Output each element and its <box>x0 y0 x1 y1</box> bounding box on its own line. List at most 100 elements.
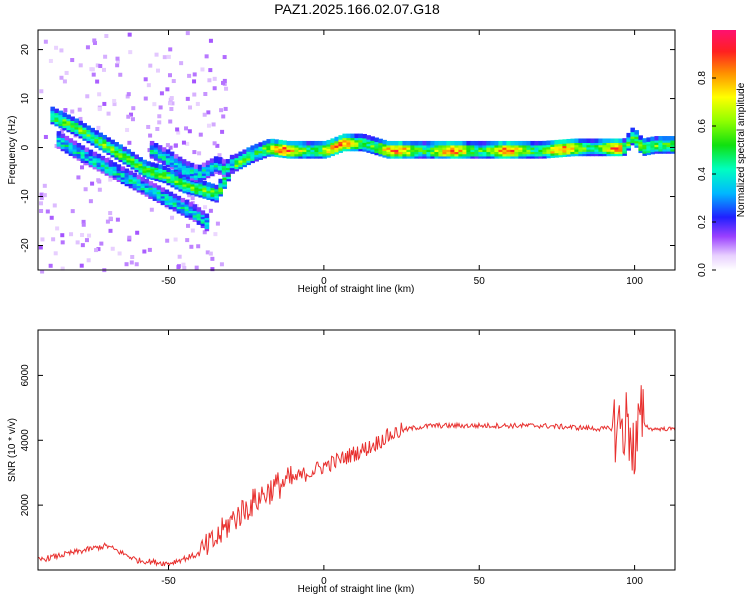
heatmap-cell <box>670 136 675 141</box>
heatmap-cell <box>75 240 80 245</box>
heatmap-cell <box>140 176 146 182</box>
heatmap-cell <box>78 63 83 68</box>
heatmap-cell <box>314 140 319 146</box>
heatmap-cell <box>80 243 85 248</box>
heatmap-cell <box>196 207 202 212</box>
heatmap-cell <box>85 45 90 50</box>
heatmap-cell <box>510 140 515 146</box>
heatmap-cell <box>650 136 655 142</box>
heatmap-cell <box>166 54 171 59</box>
heatmap-cell <box>149 140 155 146</box>
x-tick-label: 100 <box>626 276 643 287</box>
heatmap-cell <box>125 94 130 99</box>
heatmap-cell <box>195 101 200 106</box>
heatmap-cell <box>112 98 117 103</box>
heatmap-cell <box>221 80 226 85</box>
heatmap-cell <box>210 267 215 272</box>
heatmap-cell <box>128 170 134 176</box>
heatmap-cell <box>69 232 74 237</box>
heatmap-cell <box>494 140 499 146</box>
heatmap-cell <box>50 106 55 112</box>
heatmap-cell <box>147 247 152 252</box>
heatmap-cell <box>55 226 60 231</box>
heatmap-cell <box>81 222 86 227</box>
heatmap-cell <box>158 164 163 169</box>
heatmap-cell <box>167 73 172 78</box>
heatmap-cell <box>167 101 172 106</box>
heatmap-cell <box>108 216 113 221</box>
spectrogram-x-ticks: -50 0 50 100 <box>161 30 643 287</box>
snr-y-ticks: 2000 4000 6000 <box>20 364 675 516</box>
heatmap-cell <box>158 105 163 110</box>
heatmap-cell <box>286 140 291 146</box>
heatmap-cell <box>62 79 67 84</box>
heatmap-cell <box>103 54 108 59</box>
heatmap-cell <box>162 55 167 60</box>
heatmap-cell <box>184 126 189 131</box>
heatmap-cell <box>218 178 223 184</box>
heatmap-cell <box>165 149 171 154</box>
heatmap-cell <box>173 154 179 159</box>
heatmap-cell <box>92 38 97 43</box>
heatmap-cell <box>98 64 103 69</box>
heatmap-cell <box>246 147 251 152</box>
heatmap-cell <box>154 52 159 57</box>
colorbar-tick-label: 0.6 <box>697 119 708 133</box>
heatmap-cell <box>426 140 431 146</box>
heatmap-cell <box>610 138 615 143</box>
heatmap-cell <box>96 125 101 130</box>
heatmap-cell <box>646 137 651 142</box>
heatmap-cell <box>171 79 176 84</box>
figure-title: PAZ1.2025.166.02.07.G18 <box>274 1 440 17</box>
heatmap-cell <box>219 108 224 113</box>
heatmap-cell <box>94 248 99 253</box>
heatmap-cell <box>290 140 295 146</box>
heatmap-cell <box>220 129 225 134</box>
heatmap-cell <box>132 172 138 178</box>
heatmap-cell <box>54 45 59 50</box>
heatmap-cell <box>112 162 118 167</box>
heatmap-cell <box>87 233 92 238</box>
heatmap-cell <box>270 138 275 144</box>
heatmap-cell <box>86 125 91 130</box>
heatmap-cell <box>582 138 587 143</box>
heatmap-cell <box>209 158 215 163</box>
heatmap-cell <box>176 130 181 135</box>
heatmap-cell <box>217 157 223 162</box>
heatmap-cell <box>390 140 395 146</box>
snr-frame <box>37 329 676 571</box>
heatmap-cell <box>104 33 109 38</box>
heatmap-cell <box>43 134 48 139</box>
heatmap-cell <box>60 266 65 271</box>
heatmap-cell <box>358 133 363 139</box>
heatmap-cell <box>39 208 44 213</box>
heatmap-cell <box>197 164 203 170</box>
spectrogram-x-label: Height of straight line (km) <box>298 284 415 295</box>
heatmap-cell <box>203 205 208 210</box>
heatmap-cell <box>70 58 75 63</box>
heatmap-cell <box>208 208 213 213</box>
heatmap-cell <box>138 157 143 162</box>
heatmap-cell <box>179 61 184 66</box>
colorbar-ticks: 0.0 0.2 0.4 0.6 0.8 <box>697 71 716 277</box>
x-tick-label: -50 <box>161 576 176 587</box>
y-tick-label: 4000 <box>20 429 31 452</box>
heatmap-cell <box>201 162 207 168</box>
heatmap-cell <box>97 107 102 112</box>
heatmap-cell <box>187 129 192 134</box>
heatmap-cell <box>202 112 207 117</box>
heatmap-cell <box>96 247 101 252</box>
heatmap-cell <box>144 179 150 184</box>
heatmap-cell <box>194 265 199 270</box>
heatmap-cell <box>242 149 247 154</box>
heatmap-cell <box>546 140 551 146</box>
heatmap-cell <box>143 77 148 82</box>
heatmap-cell <box>185 141 190 146</box>
heatmap-cell <box>116 164 122 169</box>
heatmap-cell <box>190 196 195 201</box>
heatmap-cell <box>204 54 209 59</box>
heatmap-cell <box>562 139 567 144</box>
heatmap-cell <box>386 140 391 146</box>
heatmap-cell <box>74 118 79 123</box>
x-tick-label: 100 <box>626 576 643 587</box>
